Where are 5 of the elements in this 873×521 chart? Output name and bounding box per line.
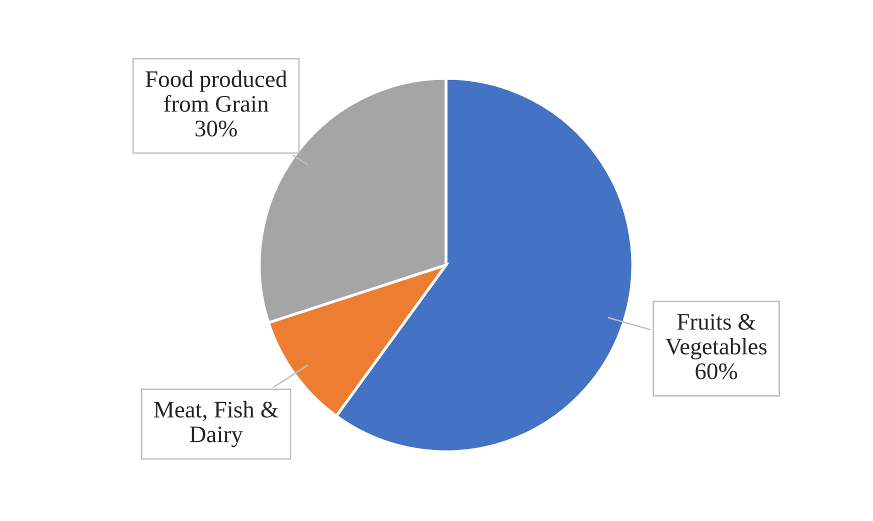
data-label: 30% [196, 120, 237, 137]
slice-label: Meat, Fish & Dairy [154, 401, 278, 448]
slice-label: Fruits & Vegetables [665, 314, 767, 360]
data-label: 60% [696, 363, 738, 380]
slice-label: Food produced from Grain [146, 70, 287, 112]
